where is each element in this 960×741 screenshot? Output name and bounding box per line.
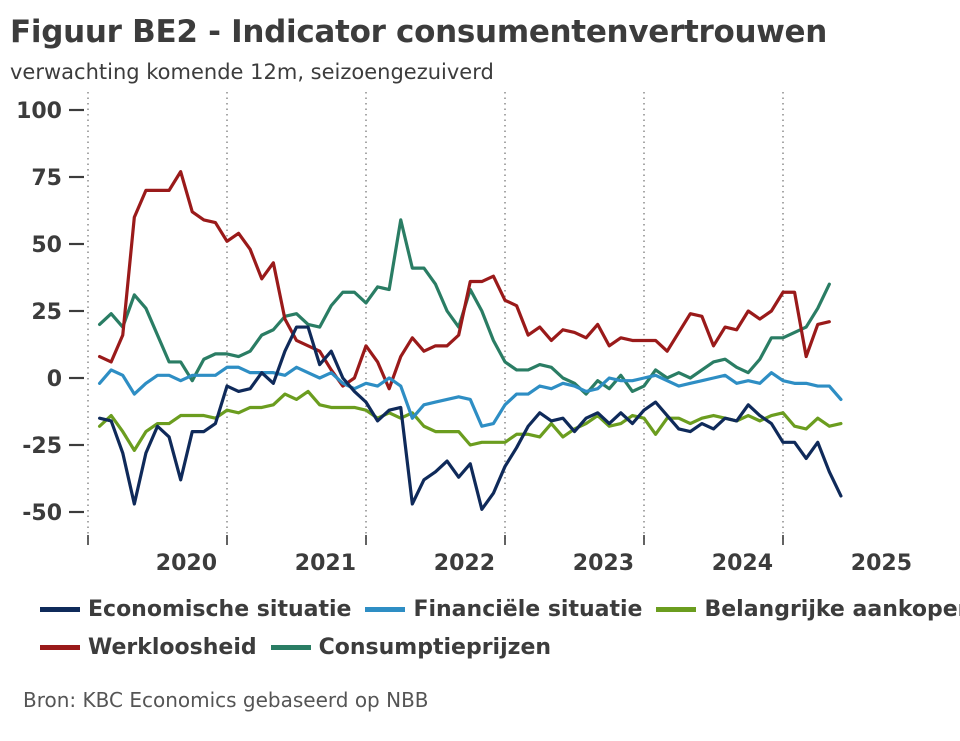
x-tick-label: 2022 <box>434 551 495 576</box>
legend-swatch <box>365 606 406 612</box>
legend-label: Werkloosheid <box>88 634 257 660</box>
series-line-economische-situatie <box>97 325 843 511</box>
legend-swatch <box>656 606 697 612</box>
legend-item-financiele-situatie: Financiële situatie <box>365 597 642 622</box>
series-line-belangrijke-aankopen <box>97 389 843 452</box>
x-tick-label: 2023 <box>573 551 634 576</box>
y-tick-label: -25 <box>22 434 62 459</box>
chart-legend: Economische situatie Financiële situatie… <box>40 590 960 666</box>
legend-label: Belangrijke aankopen <box>704 596 960 622</box>
legend-item-belangrijke-aankopen: Belangrijke aankopen <box>656 597 960 622</box>
line-chart: 100 75 50 25 0 -25 -50 2020 2021 2022 2023 2024 2025 <box>16 92 912 576</box>
legend-item-consumptieprijzen: Consumptieprijzen <box>270 634 552 660</box>
legend-label: Consumptieprijzen <box>318 634 552 660</box>
legend-swatch <box>40 644 80 650</box>
chart-subtitle: verwachting komende 12m, seizoengezuiver… <box>10 60 494 84</box>
source-note: Bron: KBC Economics gebaseerd op NBB <box>23 688 429 712</box>
x-tick-label: 2025 <box>851 551 912 576</box>
legend-label: Financiële situatie <box>413 596 643 622</box>
y-tick-label: -50 <box>22 501 62 526</box>
x-tick-label: 2024 <box>712 551 773 576</box>
chart-title: Figuur BE2 - Indicator consumentenvertro… <box>10 14 828 50</box>
y-tick-label: 75 <box>31 166 62 191</box>
series-line-werkloosheid <box>97 170 831 391</box>
legend-item-economische-situatie: Economische situatie <box>40 597 351 622</box>
series-layer <box>97 170 843 511</box>
y-tick-label: 50 <box>31 233 62 258</box>
y-tick-label: 0 <box>47 367 62 392</box>
series-line-financi-le-situatie <box>97 365 843 428</box>
y-tick-label: 25 <box>31 300 62 325</box>
legend-swatch <box>270 644 311 650</box>
x-tick-label: 2021 <box>295 551 356 576</box>
x-tick-label: 2020 <box>156 551 217 576</box>
legend-label: Economische situatie <box>88 596 352 622</box>
legend-row-2: Werkloosheid Consumptieprijzen <box>40 628 960 666</box>
legend-swatch <box>40 606 80 612</box>
y-tick-label: 100 <box>16 99 62 124</box>
axis-layer: 100 75 50 25 0 -25 -50 2020 2021 2022 2023 2024 2025 <box>16 99 912 576</box>
legend-row-1: Economische situatie Financiële situatie… <box>40 590 960 628</box>
legend-item-werkloosheid: Werkloosheid <box>40 635 257 660</box>
